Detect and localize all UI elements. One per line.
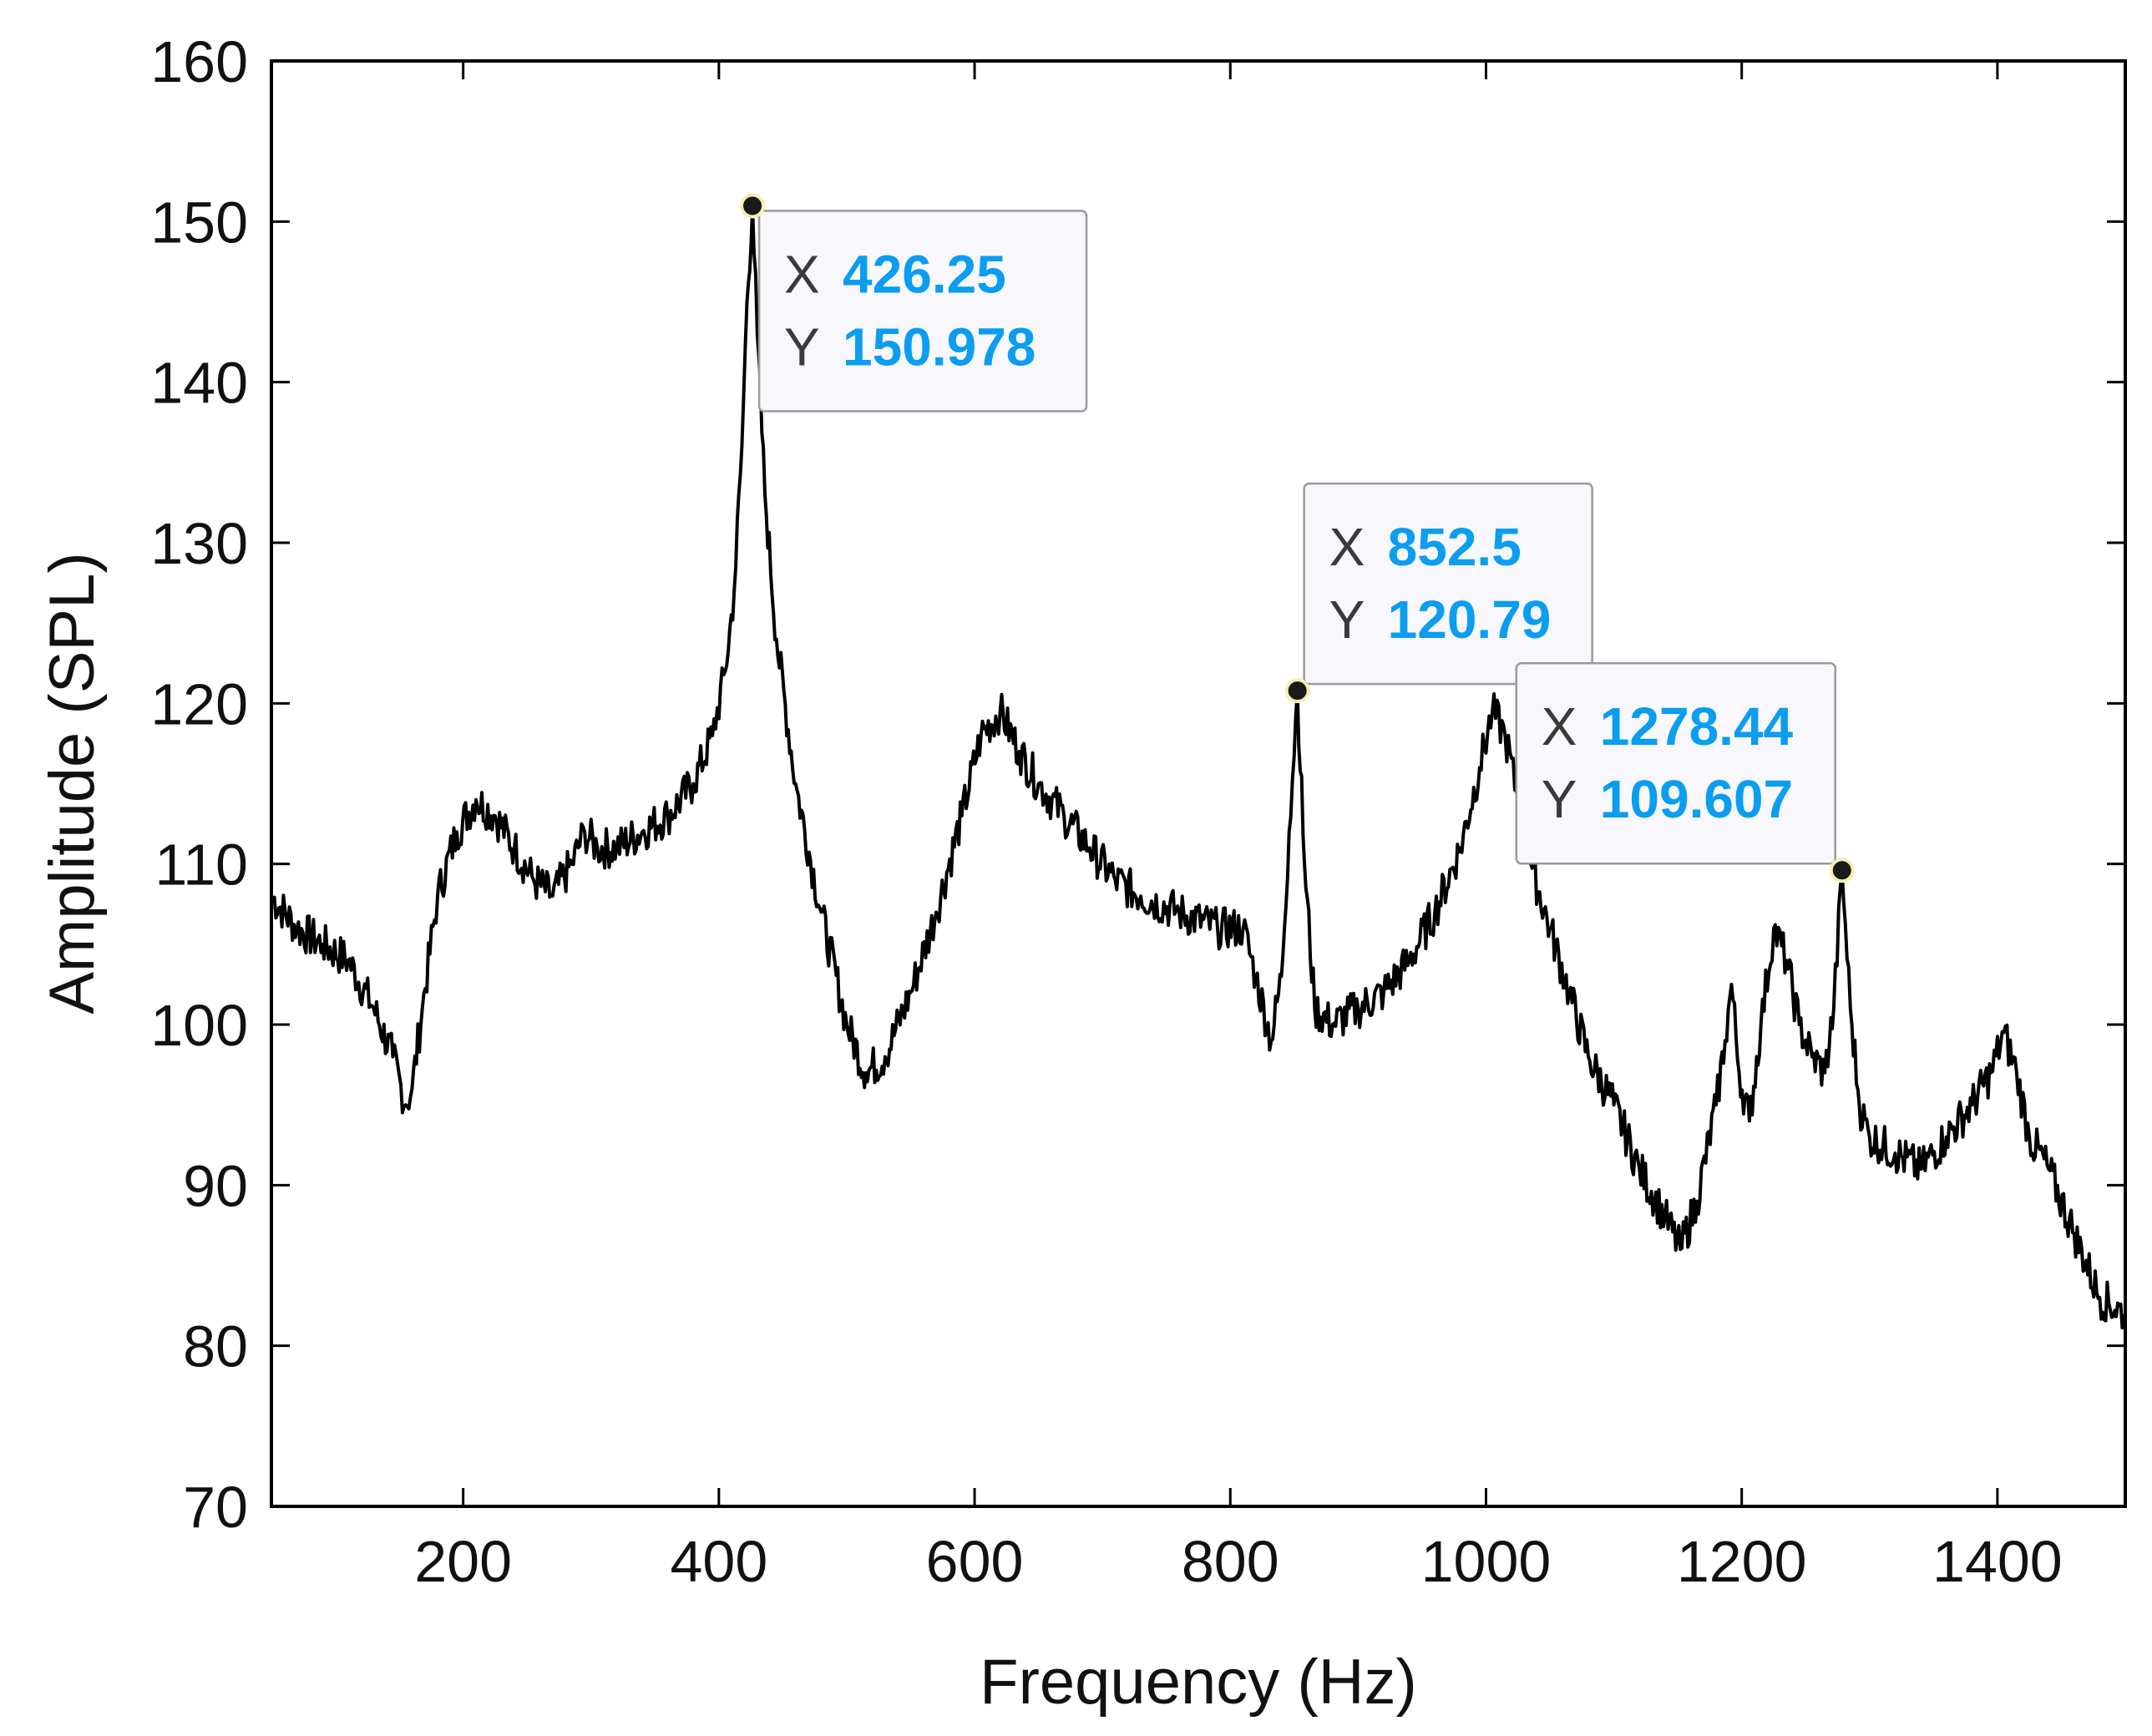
x-tick-label: 400 <box>670 1529 767 1594</box>
datatip[interactable]: X 1278.44 Y 109.607 <box>1515 661 1855 883</box>
datatip-layer: X 426.25 Y 150.978 X 852.5 Y 120.79 X 1278.44 Y 109… <box>740 193 1855 883</box>
y-tick-label: 140 <box>150 351 248 416</box>
datatip-y-value: 109.607 <box>1600 769 1793 829</box>
datatip-box <box>1303 482 1593 686</box>
x-tick-label: 800 <box>1182 1529 1279 1594</box>
y-tick-label: 160 <box>150 29 248 94</box>
datatip-marker[interactable] <box>740 193 766 219</box>
x-tick-label: 1000 <box>1421 1529 1552 1594</box>
datatip-y-key: Y <box>784 317 820 377</box>
y-axis-title: Amplitude (SPL) <box>37 552 108 1014</box>
datatip-x-key: X <box>784 245 820 305</box>
x-tick-label: 1200 <box>1677 1529 1807 1594</box>
y-tick-label: 80 <box>183 1314 248 1379</box>
y-tick-label: 110 <box>154 833 248 898</box>
datatip-x-key: X <box>1329 517 1365 577</box>
datatip-x-value: 1278.44 <box>1600 696 1794 757</box>
datatip-box <box>1515 661 1837 865</box>
y-tick-label: 150 <box>150 190 248 255</box>
series-line <box>270 204 2127 1330</box>
axes-frame <box>270 59 2127 1508</box>
datatip-marker[interactable] <box>1829 858 1855 883</box>
datatip-y-value: 150.978 <box>843 317 1035 377</box>
y-tick-label: 130 <box>150 511 248 576</box>
x-tick-label: 600 <box>926 1529 1024 1594</box>
x-axis-title: Frequency (Hz) <box>980 1647 1417 1718</box>
y-tick-label: 100 <box>150 993 248 1058</box>
datatip[interactable]: X 852.5 Y 120.79 <box>1284 482 1593 704</box>
y-tick-label: 90 <box>183 1153 248 1218</box>
datatip-y-key: Y <box>1329 590 1365 650</box>
datatip-y-value: 120.79 <box>1388 590 1552 650</box>
datatip-x-key: X <box>1542 696 1577 757</box>
y-tick-label: 120 <box>150 671 248 736</box>
x-tick-label: 200 <box>414 1529 512 1594</box>
datatip-y-key: Y <box>1542 769 1577 829</box>
datatip-x-value: 852.5 <box>1388 517 1522 577</box>
y-tick-label: 70 <box>183 1475 248 1540</box>
datatip-box <box>757 210 1088 412</box>
x-tick-label: 1400 <box>1932 1529 2063 1594</box>
datatip-x-value: 426.25 <box>843 245 1006 305</box>
datatip[interactable]: X 426.25 Y 150.978 <box>740 193 1088 412</box>
datatip-marker[interactable] <box>1284 678 1310 704</box>
plot-area <box>270 204 2127 1330</box>
tick-layer: 200 400 600 800 1000 1200 1400 70 80 90 100 110 120 1… <box>150 29 2125 1594</box>
